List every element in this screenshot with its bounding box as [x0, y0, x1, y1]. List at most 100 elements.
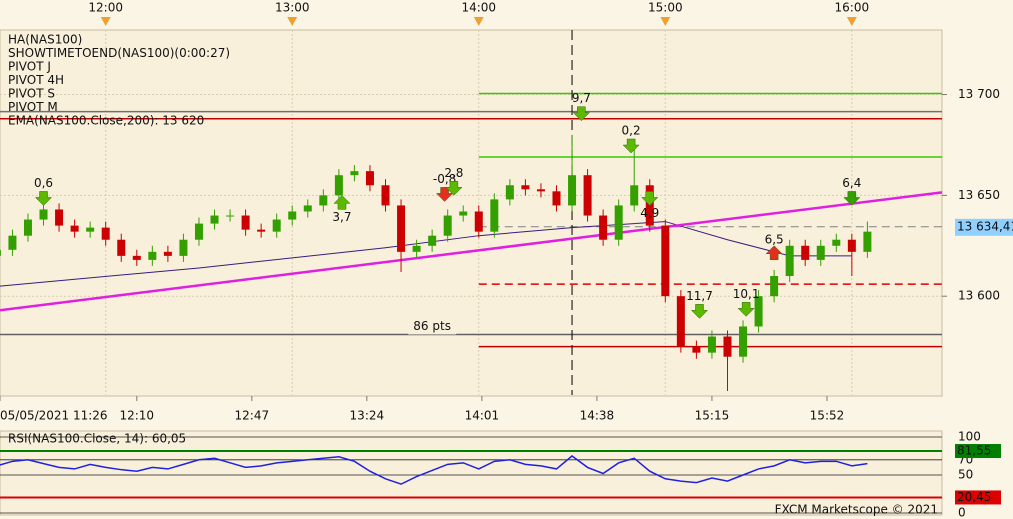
candle-body — [350, 171, 359, 176]
candle-body — [863, 231, 872, 252]
legend-line: HA(NAS100) — [8, 33, 82, 47]
rsi-level-box — [955, 444, 1001, 459]
candle-body — [86, 227, 95, 232]
signal-arrow — [690, 304, 709, 319]
candle-body — [55, 209, 64, 226]
tick-marker — [846, 17, 857, 26]
rsi-tick-label: 50 — [958, 468, 973, 482]
tick-marker — [287, 17, 298, 26]
candle-body — [334, 175, 343, 196]
candle-body — [490, 199, 499, 232]
candle-body — [148, 251, 157, 260]
measure-label: 86 pts — [413, 319, 451, 333]
top-tick-label: 12:00 — [88, 1, 123, 15]
bottom-tick-label: 14:38 — [580, 409, 615, 423]
candle-body — [614, 205, 623, 240]
candle-body — [101, 227, 110, 240]
legend-line: EMA(NAS100.Close,200): 13 620 — [8, 114, 204, 128]
rsi-level-label: 20,45 — [957, 490, 991, 504]
candle-body — [319, 195, 328, 206]
signal-arrow — [333, 195, 351, 210]
rsi-line — [0, 455, 868, 485]
signal-arrow — [34, 191, 53, 206]
signal-label: 2,8 — [444, 166, 463, 180]
y-tick-label: 13 600 — [958, 289, 1000, 303]
signal-label: 4,9 — [640, 206, 659, 220]
candle-body — [536, 189, 545, 192]
signal-label: 9,7 — [572, 91, 591, 105]
candle-body — [226, 215, 235, 217]
legend-line: PIVOT 4H — [8, 73, 64, 87]
footer: FXCM Marketscope © 2021 — [775, 503, 938, 517]
candle-body — [801, 245, 810, 260]
candle-body — [816, 245, 825, 260]
signal-arrow — [765, 245, 783, 261]
legend-line: PIVOT J — [8, 60, 51, 74]
signal-label: 0,6 — [34, 176, 53, 190]
bottom-tick-label: 15:52 — [810, 409, 845, 423]
signal-arrow — [445, 181, 463, 196]
candle-body — [132, 255, 141, 260]
rsi-tick-label: 100 — [958, 430, 981, 444]
rsi-level-label: 81,55 — [957, 444, 991, 458]
candle-body — [241, 215, 250, 230]
candle-body — [474, 211, 483, 232]
candle-body — [179, 239, 188, 256]
candle-body — [288, 211, 297, 220]
candle-body — [459, 211, 468, 216]
candle-body — [661, 225, 670, 297]
signal-label: 0,2 — [622, 124, 641, 138]
bottom-tick-label: 12:10 — [119, 409, 154, 423]
y-tick-label: 13 700 — [958, 87, 1000, 101]
tick-marker — [473, 17, 484, 26]
candle-body — [412, 245, 421, 252]
bottom-tick-label: 13:24 — [350, 409, 385, 423]
candle-body — [8, 235, 17, 250]
candle-body — [365, 171, 374, 186]
rsi-tick-label: 0 — [958, 506, 966, 519]
candle-body — [552, 191, 561, 206]
candle-body — [163, 251, 172, 256]
candle-body — [194, 223, 203, 240]
candle-body — [443, 215, 452, 236]
candle-body — [428, 235, 437, 246]
candle-body — [210, 215, 219, 224]
ema-line — [0, 221, 852, 287]
signal-label: 11,7 — [686, 289, 713, 303]
candle-body — [521, 185, 530, 190]
rsi-panel — [0, 430, 943, 516]
price-panel — [0, 29, 943, 397]
candle-body — [739, 326, 748, 357]
measure-box — [408, 318, 457, 335]
candle-body — [723, 336, 732, 357]
rsi-title: RSI(NAS100.Close, 14): 60,05 — [8, 432, 186, 446]
last-price-box — [955, 218, 1013, 236]
bottom-tick-label: 12:47 — [235, 409, 270, 423]
y-tick-label: 13 650 — [958, 188, 1000, 202]
signal-arrow — [572, 106, 590, 122]
candle-body — [257, 229, 266, 232]
tick-marker — [100, 17, 111, 26]
bottom-tick-label: 15:15 — [695, 409, 730, 423]
candle-body — [397, 205, 406, 252]
bottom-tick-label: 14:01 — [465, 409, 500, 423]
tick-marker — [660, 17, 671, 26]
legend-line: PIVOT M — [8, 100, 58, 114]
candle-body — [39, 209, 48, 220]
candle-body — [832, 239, 841, 246]
trend-line — [0, 191, 943, 312]
signal-arrow — [843, 191, 861, 206]
top-tick-label: 13:00 — [275, 1, 310, 15]
candle-body — [568, 175, 577, 206]
candle-body — [770, 276, 779, 297]
last-price-label: 13 634,41 — [957, 219, 1013, 233]
signal-label: 6,4 — [842, 176, 861, 190]
candle-body — [785, 245, 794, 277]
candle-body — [272, 219, 281, 232]
candle-body — [0, 249, 1, 256]
top-tick-label: 16:00 — [835, 1, 870, 15]
signal-arrow — [622, 138, 640, 154]
bottom-tick-label: 05/05/2021 11:26 — [0, 409, 108, 423]
candle-body — [692, 346, 701, 353]
